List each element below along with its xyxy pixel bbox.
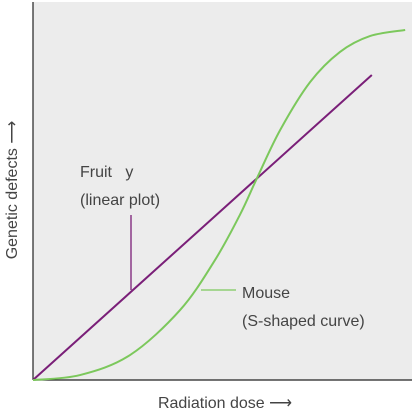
series-line	[32, 28, 406, 381]
annotation: Mouse	[242, 285, 290, 302]
plot-area	[33, 2, 412, 380]
series-line	[32, 74, 373, 381]
annotation: Fruit y	[80, 164, 133, 181]
annotation: (linear plot)	[80, 192, 160, 209]
annotation: (S-shaped curve)	[242, 313, 365, 330]
y-axis-label: Genetic defects ⟶	[4, 121, 21, 260]
x-axis-label: Radiation dose ⟶	[158, 395, 292, 412]
